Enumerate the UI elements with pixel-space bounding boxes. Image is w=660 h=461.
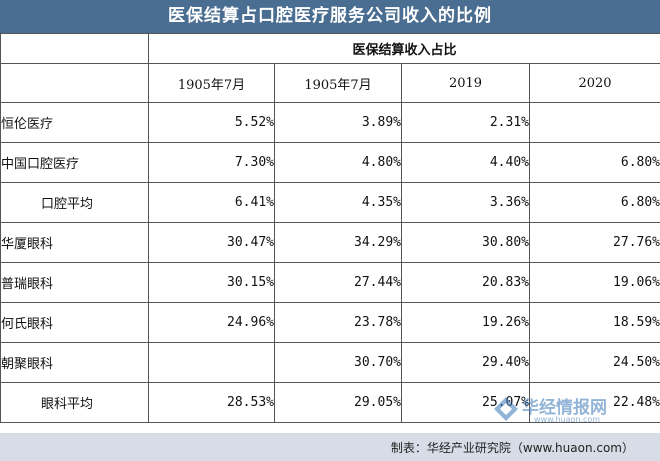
table-cell: 6.41% bbox=[148, 182, 275, 223]
table-row: 朝聚眼科 30.70% 29.40% 24.50% bbox=[0, 342, 660, 383]
table-cell: 20.83% bbox=[401, 262, 530, 303]
table-corner-cell bbox=[0, 33, 149, 64]
table-group-header-row: 医保结算收入占比 bbox=[0, 33, 660, 64]
table-row: 口腔平均 6.41% 4.35% 3.36% 6.80% bbox=[0, 182, 660, 223]
column-header: 2019 bbox=[401, 63, 530, 103]
table-cell: 19.26% bbox=[401, 302, 530, 343]
page-title: 医保结算占口腔医疗服务公司收入的比例 bbox=[0, 0, 660, 33]
table-cell: 30.47% bbox=[148, 222, 275, 263]
row-label: 华厦眼科 bbox=[0, 222, 149, 263]
table-cell: 4.80% bbox=[274, 142, 402, 183]
row-label: 中国口腔医疗 bbox=[0, 142, 149, 183]
table-cell: 34.29% bbox=[274, 222, 402, 263]
table-cell: 24.96% bbox=[148, 302, 275, 343]
table-cell: 19.06% bbox=[528, 262, 660, 303]
data-table: 医保结算收入占比 1905年7月 1905年7月 2019 2020 恒伦医疗 5… bbox=[0, 33, 660, 423]
column-header: 1905年7月 bbox=[274, 63, 402, 103]
table-row: 华厦眼科 30.47% 34.29% 30.80% 27.76% bbox=[0, 222, 660, 263]
table-cell: 18.59% bbox=[528, 302, 660, 343]
column-header: 1905年7月 bbox=[148, 63, 275, 103]
table-cell: 23.78% bbox=[274, 302, 402, 343]
table-cell bbox=[528, 102, 660, 143]
table-column-header-row: 1905年7月 1905年7月 2019 2020 bbox=[0, 63, 660, 103]
table-row: 普瑞眼科 30.15% 27.44% 20.83% 19.06% bbox=[0, 262, 660, 303]
table-corner-cell bbox=[0, 63, 149, 103]
source-note: 制表：华经产业研究院（www.huaon.com） bbox=[390, 441, 634, 455]
row-label: 恒伦医疗 bbox=[0, 102, 149, 143]
row-label: 普瑞眼科 bbox=[0, 262, 149, 303]
footer-bar bbox=[0, 433, 660, 461]
table-cell: 30.80% bbox=[401, 222, 530, 263]
table-cell: 3.36% bbox=[401, 182, 530, 223]
row-label: 何氏眼科 bbox=[0, 302, 149, 343]
row-label: 眼科平均 bbox=[0, 382, 149, 423]
table-cell: 6.80% bbox=[528, 182, 660, 223]
watermark-logo: 华经情报网 www.huaon.com bbox=[492, 393, 652, 429]
table-cell: 2.31% bbox=[401, 102, 530, 143]
table-cell: 27.44% bbox=[274, 262, 402, 303]
table-row: 恒伦医疗 5.52% 3.89% 2.31% bbox=[0, 102, 660, 143]
table-cell: 22.48% bbox=[528, 382, 660, 423]
table-row: 中国口腔医疗 7.30% 4.80% 4.40% 6.80% bbox=[0, 142, 660, 183]
table-cell: 5.52% bbox=[148, 102, 275, 143]
table-row: 何氏眼科 24.96% 23.78% 19.26% 18.59% bbox=[0, 302, 660, 343]
table-cell: 28.53% bbox=[148, 382, 275, 423]
column-header: 2020 bbox=[528, 63, 660, 103]
row-label: 朝聚眼科 bbox=[0, 342, 149, 383]
table-cell: 30.70% bbox=[274, 342, 402, 383]
table-cell: 6.80% bbox=[528, 142, 660, 183]
table-group-header: 医保结算收入占比 bbox=[147, 33, 660, 64]
table-cell: 30.15% bbox=[148, 262, 275, 303]
table-cell bbox=[148, 342, 275, 383]
table-cell: 4.35% bbox=[274, 182, 402, 223]
table-cell: 4.40% bbox=[401, 142, 530, 183]
brand-logo-icon bbox=[494, 397, 518, 421]
watermark-url: www.huaon.com bbox=[534, 415, 601, 424]
row-label: 口腔平均 bbox=[0, 182, 149, 223]
table-cell: 27.76% bbox=[528, 222, 660, 263]
table-cell: 29.05% bbox=[274, 382, 402, 423]
table-cell: 29.40% bbox=[401, 342, 530, 383]
table-cell: 24.50% bbox=[528, 342, 660, 383]
table-cell: 3.89% bbox=[274, 102, 402, 143]
table-cell: 7.30% bbox=[148, 142, 275, 183]
watermark-brand: 华经情报网 bbox=[522, 398, 607, 418]
